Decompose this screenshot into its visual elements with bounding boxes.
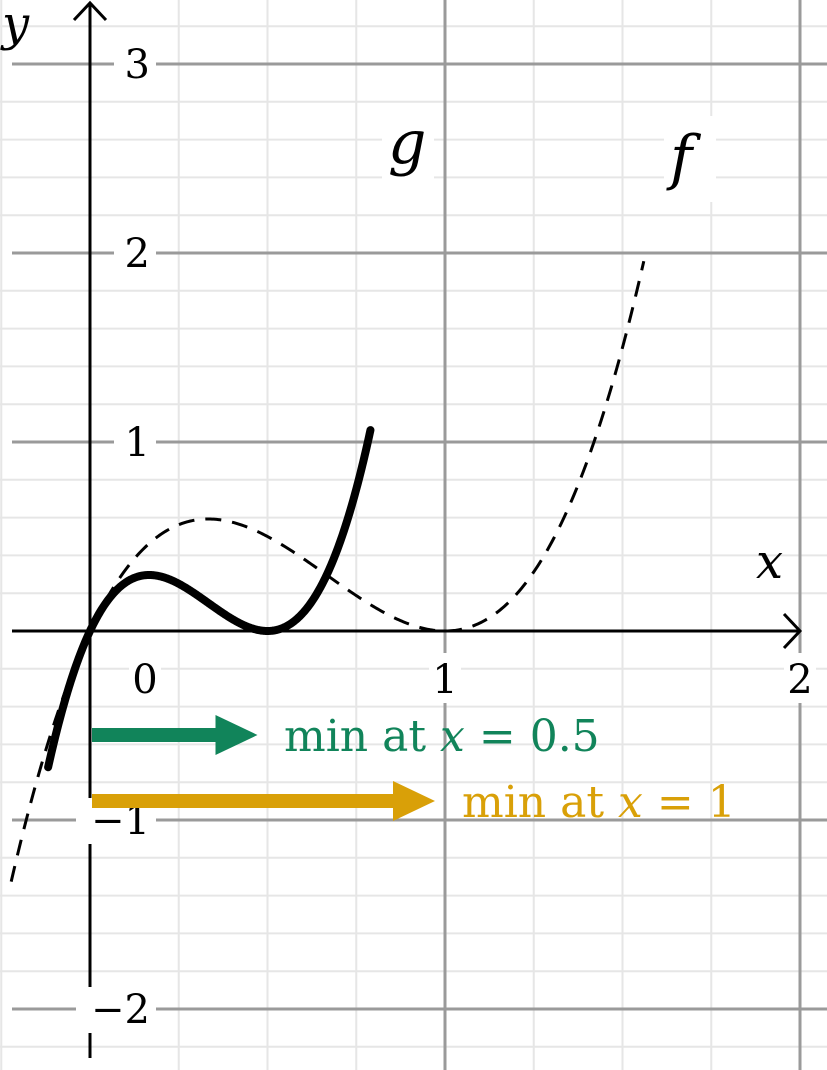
- annotation-label: min at x = 1: [462, 777, 736, 828]
- annotation-arrow-shaft: [92, 728, 220, 742]
- annotation-arrowhead: [393, 781, 435, 821]
- y-axis-label: y: [0, 0, 30, 52]
- curve-g: [44, 426, 375, 772]
- y-tick-label-bg: [114, 231, 156, 277]
- y-tick-label: 2: [125, 231, 150, 277]
- x-tick-label-bg: [784, 653, 816, 703]
- x-tick-label-bg: [129, 653, 161, 703]
- curve-label-f-bg: [664, 116, 716, 202]
- x-tick-label-bg: [429, 653, 461, 703]
- y-tick-label-bg: [76, 987, 156, 1033]
- annotation-arrowhead: [215, 715, 258, 755]
- y-tick-label: 3: [125, 42, 150, 88]
- y-tick-label-bg: [114, 42, 156, 88]
- curve-labels: g f: [382, 108, 716, 202]
- curves: [9, 260, 646, 882]
- curve-label-g-bg: [382, 112, 434, 182]
- x-axis-arrowhead: [782, 612, 803, 650]
- x-tick-label: 0: [132, 657, 157, 703]
- annotations: min at x = 0.5 min at x = 1: [92, 711, 736, 828]
- y-axis-arrowhead: [72, 0, 108, 22]
- curve-label-g: g: [388, 108, 426, 178]
- x-tick-label: 1: [432, 657, 457, 703]
- annotation-label: min at x = 0.5: [284, 711, 600, 762]
- axes: x y: [0, 0, 803, 1058]
- x-tick-label: 2: [787, 657, 812, 703]
- annotation-arrow-shaft: [92, 794, 397, 808]
- x-axis-label: x: [756, 534, 783, 590]
- y-tick-label-bg: [114, 420, 156, 466]
- y-tick-label: 1: [125, 420, 150, 466]
- y-tick-label: −2: [91, 987, 150, 1033]
